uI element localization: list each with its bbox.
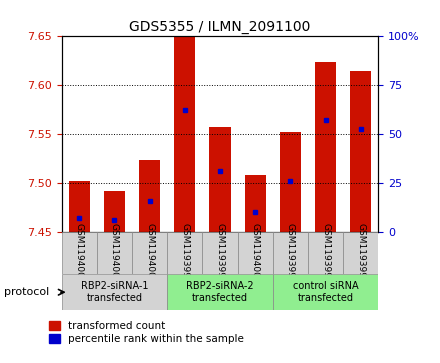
Text: GSM1193996: GSM1193996 [180,223,189,284]
Text: protocol: protocol [4,287,50,297]
Text: control siRNA
transfected: control siRNA transfected [293,281,359,303]
Legend: transformed count, percentile rank within the sample: transformed count, percentile rank withi… [49,321,244,344]
Bar [174,34,195,232]
Bar [308,232,343,274]
Bar [209,127,231,232]
Text: GSM1194000: GSM1194000 [251,223,260,284]
Bar [69,182,90,232]
Text: GSM1194001: GSM1194001 [75,223,84,284]
Bar [315,62,336,232]
Title: GDS5355 / ILMN_2091100: GDS5355 / ILMN_2091100 [129,20,311,34]
Bar [62,274,167,310]
Bar [97,232,132,274]
Bar [167,232,202,274]
Bar [343,232,378,274]
Text: GSM1193998: GSM1193998 [216,223,224,284]
Bar [280,132,301,232]
Bar [273,274,378,310]
Text: RBP2-siRNA-1
transfected: RBP2-siRNA-1 transfected [81,281,148,303]
Bar [273,232,308,274]
Text: GSM1193999: GSM1193999 [356,223,365,284]
Bar [238,232,273,274]
Bar [62,232,97,274]
Text: GSM1193997: GSM1193997 [321,223,330,284]
Bar [202,232,238,274]
Text: GSM1193995: GSM1193995 [286,223,295,284]
Text: RBP2-siRNA-2
transfected: RBP2-siRNA-2 transfected [186,281,254,303]
Text: GSM1194002: GSM1194002 [110,223,119,284]
Bar [167,274,273,310]
Bar [350,70,371,232]
Text: GSM1194003: GSM1194003 [145,223,154,284]
Bar [132,232,167,274]
Bar [245,175,266,232]
Bar [104,191,125,232]
Bar [139,160,160,232]
